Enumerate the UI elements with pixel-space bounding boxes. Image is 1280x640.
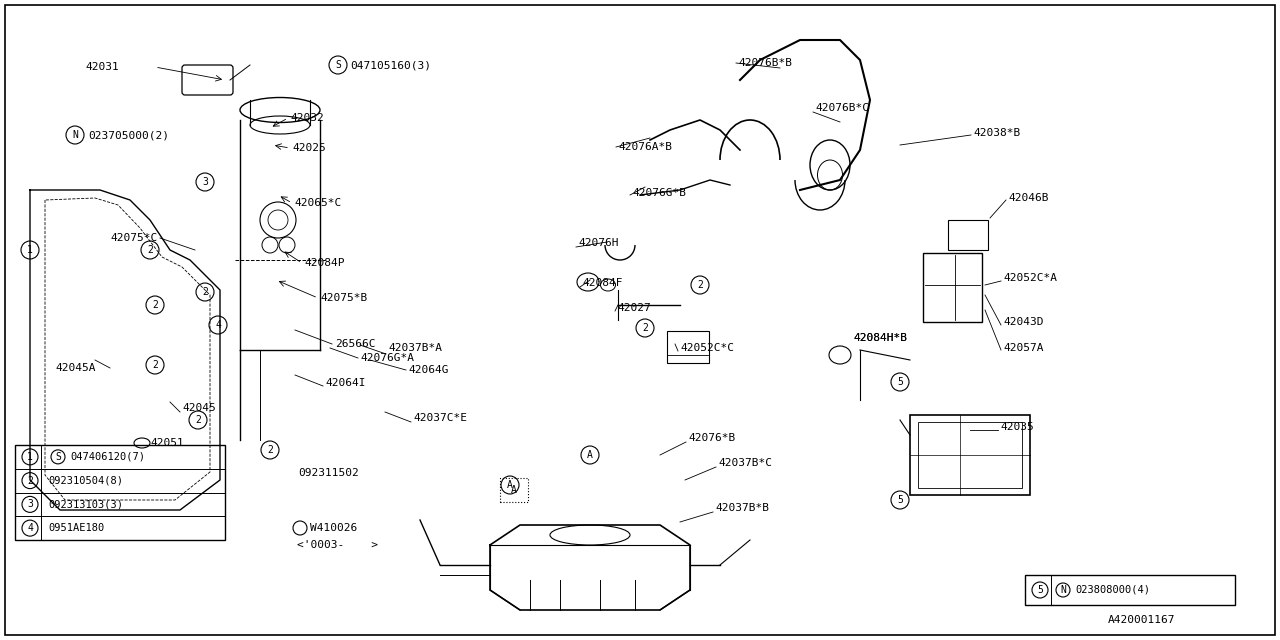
Text: 42076*B: 42076*B: [689, 433, 735, 443]
Bar: [918, 422, 1021, 488]
Text: A: A: [507, 480, 513, 490]
Text: S: S: [335, 60, 340, 70]
Text: 1: 1: [27, 245, 33, 255]
Bar: [948, 220, 988, 250]
Text: 42031: 42031: [84, 62, 119, 72]
Text: 2: 2: [698, 280, 703, 290]
Text: 42038*B: 42038*B: [973, 128, 1020, 138]
Text: 42076B*C: 42076B*C: [815, 103, 869, 113]
Text: 26566C: 26566C: [335, 339, 375, 349]
Text: 023808000(4): 023808000(4): [1075, 585, 1149, 595]
Text: 42076H: 42076H: [579, 238, 618, 248]
Text: 047105160(3): 047105160(3): [349, 60, 431, 70]
Text: S: S: [55, 452, 61, 462]
Text: 42037B*A: 42037B*A: [388, 343, 442, 353]
Text: 42076G*A: 42076G*A: [360, 353, 413, 363]
Text: N: N: [1060, 585, 1066, 595]
Text: 42064I: 42064I: [325, 378, 366, 388]
Text: 42052C*A: 42052C*A: [1004, 273, 1057, 283]
Text: 3: 3: [202, 177, 207, 187]
Bar: [15, 445, 225, 540]
Text: 42046B: 42046B: [1009, 193, 1048, 203]
Text: 42037B*B: 42037B*B: [716, 503, 769, 513]
Text: 42076B*B: 42076B*B: [739, 58, 792, 68]
Text: 42045A: 42045A: [55, 363, 96, 373]
Text: 42032: 42032: [291, 113, 324, 123]
Text: 2: 2: [268, 445, 273, 455]
Text: 42027: 42027: [617, 303, 650, 313]
Text: 092310504(8): 092310504(8): [49, 476, 123, 486]
Text: 42037C*E: 42037C*E: [413, 413, 467, 423]
Text: 42075*C: 42075*C: [110, 233, 157, 243]
Text: 42084P: 42084P: [305, 258, 344, 268]
Text: 5: 5: [897, 377, 902, 387]
Text: A420001167: A420001167: [1107, 615, 1175, 625]
Bar: [1025, 575, 1235, 605]
Text: W410026: W410026: [310, 523, 357, 533]
Text: 2: 2: [202, 287, 207, 297]
Text: 2: 2: [152, 360, 157, 370]
Text: 2: 2: [195, 415, 201, 425]
Text: 42035: 42035: [1000, 422, 1034, 432]
Text: 023705000(2): 023705000(2): [88, 130, 169, 140]
Text: A: A: [588, 450, 593, 460]
Text: N: N: [72, 130, 78, 140]
Text: 5: 5: [897, 495, 902, 505]
Bar: [910, 415, 1030, 495]
Text: 3: 3: [27, 499, 33, 509]
Text: 047406120(7): 047406120(7): [70, 452, 145, 462]
Text: A: A: [511, 485, 517, 495]
Text: 42075*B: 42075*B: [320, 293, 367, 303]
Text: 2: 2: [27, 476, 33, 486]
Text: 2: 2: [147, 245, 152, 255]
Text: 42076G*B: 42076G*B: [632, 188, 686, 198]
Text: 42052C*C: 42052C*C: [680, 343, 733, 353]
Text: 4: 4: [215, 320, 221, 330]
Text: 42037B*C: 42037B*C: [718, 458, 772, 468]
Text: 0951AE180: 0951AE180: [49, 523, 104, 533]
Text: 092311502: 092311502: [298, 468, 358, 478]
Text: 4: 4: [27, 523, 33, 533]
Text: 42045: 42045: [182, 403, 216, 413]
Text: 42076A*B: 42076A*B: [618, 142, 672, 152]
Text: 42064G: 42064G: [408, 365, 448, 375]
Text: 42043D: 42043D: [1004, 317, 1043, 327]
Text: 1: 1: [27, 452, 33, 462]
Text: 2: 2: [643, 323, 648, 333]
Text: 42065*C: 42065*C: [294, 198, 342, 208]
Text: 42057A: 42057A: [1004, 343, 1043, 353]
Text: 5: 5: [1037, 585, 1043, 595]
Text: 42084H*B: 42084H*B: [852, 333, 908, 343]
Text: <'0003-    >: <'0003- >: [297, 540, 378, 550]
Text: 092313103(3): 092313103(3): [49, 499, 123, 509]
Text: 42051: 42051: [150, 438, 184, 448]
Text: 42084F: 42084F: [582, 278, 622, 288]
Text: 2: 2: [152, 300, 157, 310]
Text: 42084H*B: 42084H*B: [852, 333, 908, 343]
Text: 42025: 42025: [292, 143, 325, 153]
